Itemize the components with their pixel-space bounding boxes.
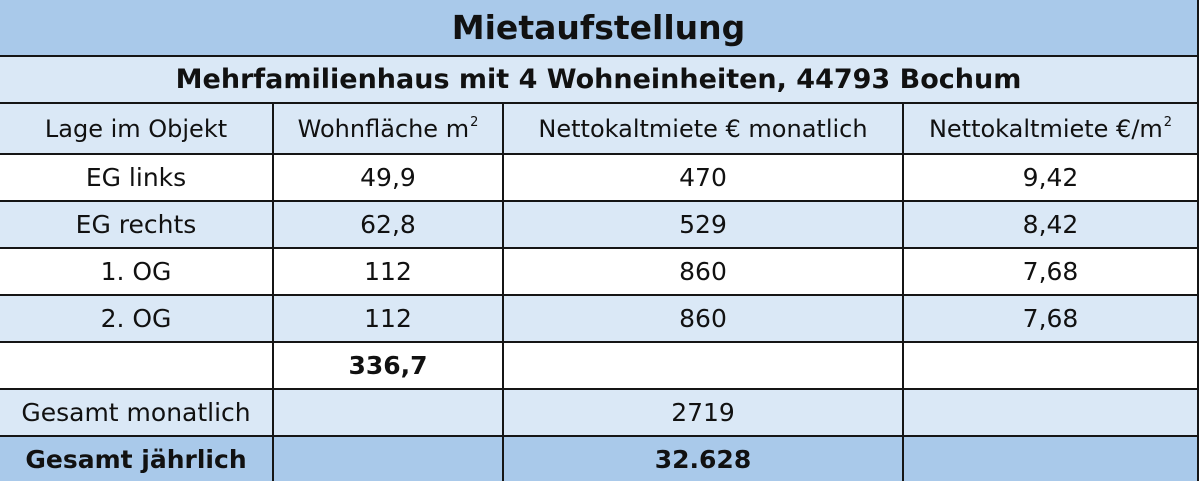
cell-lage: 1. OG bbox=[0, 247, 274, 296]
empty-cell bbox=[901, 435, 1200, 481]
col-header-flaeche-text: Wohnfläche m bbox=[297, 114, 470, 143]
yearly-total-label: Gesamt jährlich bbox=[0, 435, 274, 481]
header-row: Lage im Objekt Wohnfläche m2 Nettokaltmi… bbox=[0, 102, 1200, 155]
monthly-total-label: Gesamt monatlich bbox=[0, 388, 274, 437]
table-row: 1. OG 112 860 7,68 bbox=[0, 247, 1200, 296]
cell-qm: 7,68 bbox=[901, 294, 1200, 343]
table-row: EG links 49,9 470 9,42 bbox=[0, 153, 1200, 202]
cell-qm: 9,42 bbox=[901, 153, 1200, 202]
cell-miete: 529 bbox=[502, 200, 904, 249]
cell-flaeche: 49,9 bbox=[272, 153, 504, 202]
col-header-miete-qm-text: Nettokaltmiete €/m bbox=[928, 114, 1163, 143]
empty-cell bbox=[901, 388, 1200, 437]
subtitle-row: Mehrfamilienhaus mit 4 Wohneinheiten, 44… bbox=[0, 55, 1200, 104]
cell-flaeche: 62,8 bbox=[272, 200, 504, 249]
table-row: 2. OG 112 860 7,68 bbox=[0, 294, 1200, 343]
title-row: Mietaufstellung bbox=[0, 0, 1200, 57]
cell-lage: EG links bbox=[0, 153, 274, 202]
col-header-miete-monat-text: Nettokaltmiete € monatlich bbox=[538, 114, 868, 143]
cell-miete: 470 bbox=[502, 153, 904, 202]
empty-cell bbox=[272, 435, 504, 481]
cell-flaeche: 112 bbox=[272, 247, 504, 296]
table-row: EG rechts 62,8 529 8,42 bbox=[0, 200, 1200, 249]
monthly-total-value: 2719 bbox=[502, 388, 904, 437]
table-title: Mietaufstellung bbox=[0, 0, 1200, 57]
yearly-total-value: 32.628 bbox=[502, 435, 904, 481]
col-header-miete-monat: Nettokaltmiete € monatlich bbox=[502, 102, 904, 155]
area-total-row: 336,7 bbox=[0, 341, 1200, 390]
cell-lage: EG rechts bbox=[0, 200, 274, 249]
cell-miete: 860 bbox=[502, 294, 904, 343]
cell-qm: 7,68 bbox=[901, 247, 1200, 296]
table-subtitle: Mehrfamilienhaus mit 4 Wohneinheiten, 44… bbox=[0, 55, 1200, 104]
cell-miete: 860 bbox=[502, 247, 904, 296]
empty-cell bbox=[901, 341, 1200, 390]
monthly-total-row: Gesamt monatlich 2719 bbox=[0, 388, 1200, 437]
empty-cell bbox=[272, 388, 504, 437]
empty-cell bbox=[0, 341, 274, 390]
area-total: 336,7 bbox=[272, 341, 504, 390]
superscript: 2 bbox=[470, 114, 479, 130]
cell-qm: 8,42 bbox=[901, 200, 1200, 249]
col-header-lage: Lage im Objekt bbox=[0, 102, 274, 155]
col-header-lage-text: Lage im Objekt bbox=[44, 114, 228, 143]
empty-cell bbox=[502, 341, 904, 390]
col-header-miete-qm: Nettokaltmiete €/m2 bbox=[901, 102, 1200, 155]
cell-lage: 2. OG bbox=[0, 294, 274, 343]
col-header-flaeche: Wohnfläche m2 bbox=[272, 102, 504, 155]
cell-flaeche: 112 bbox=[272, 294, 504, 343]
yearly-total-row: Gesamt jährlich 32.628 bbox=[0, 435, 1200, 481]
superscript: 2 bbox=[1163, 114, 1173, 130]
